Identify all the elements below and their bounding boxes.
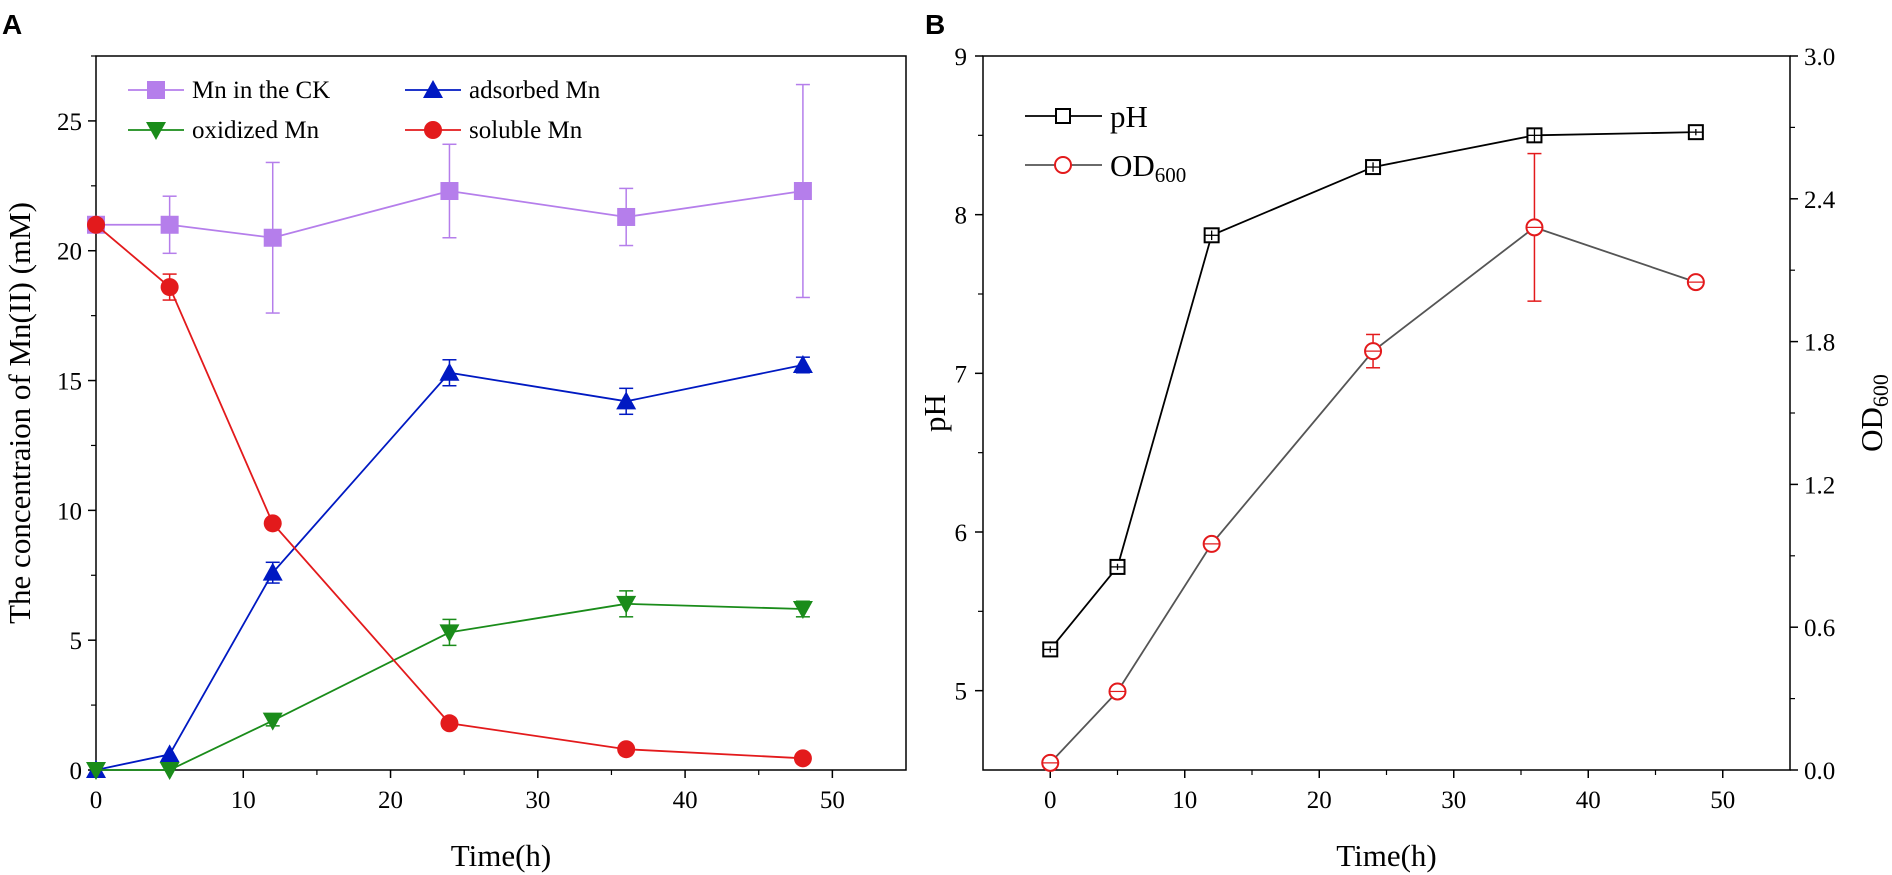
y-tick-label: 25 [57, 109, 82, 136]
series-adsorbed-mn [86, 354, 813, 778]
data-point [87, 215, 105, 234]
plot-frame [95, 55, 907, 771]
series-od600 [1041, 152, 1705, 772]
y2-tick-label: 0.6 [1804, 615, 1835, 642]
x-tick-label: 40 [1576, 787, 1601, 814]
x-tick-label: 30 [525, 787, 550, 814]
plot-frame [982, 55, 1791, 771]
legend-marker [146, 122, 166, 140]
y2-tick-label: 1.8 [1804, 330, 1835, 357]
data-point [793, 749, 812, 768]
legend-label: soluble Mn [469, 117, 583, 144]
data-point [440, 714, 459, 733]
data-point [792, 601, 813, 620]
x-tick-label: 0 [1044, 787, 1057, 814]
data-point [160, 215, 179, 234]
series-line [96, 190, 804, 239]
legend-marker [1054, 156, 1072, 174]
y2-axis-title-sub: 600 [1868, 374, 1892, 407]
panel-a: A 0 10 20 30 40 50 0 5 10 15 20 25 Time(h) The concen… [2, 9, 907, 873]
series-line [95, 364, 804, 771]
y-tick-label: 6 [955, 520, 968, 547]
x-axis-title: Time(h) [451, 838, 551, 873]
y-tick-label: 10 [57, 498, 82, 525]
x-tick-label: 0 [90, 787, 103, 814]
x-tick-label: 20 [1307, 787, 1332, 814]
x-tick-label: 50 [1710, 787, 1735, 814]
y-tick-label: 5 [955, 679, 968, 706]
legend-marker [1055, 108, 1071, 124]
data-point [262, 712, 283, 731]
legend-label-main: OD [1110, 148, 1155, 183]
y-tick-label: 7 [955, 361, 968, 388]
series-line [1049, 131, 1696, 650]
y-axis-title: pH [917, 394, 952, 432]
data-point [792, 354, 813, 373]
legend-a: Mn in the CK adsorbed Mn oxidized Mn solubl… [128, 77, 601, 144]
panel-a-letter: A [2, 9, 22, 40]
series-soluble-mn [87, 215, 812, 768]
data-point [616, 391, 637, 410]
data-point [617, 207, 636, 226]
y-tick-label: 8 [955, 203, 968, 230]
y2-tick-label: 2.4 [1804, 187, 1836, 214]
legend-b: pH OD600 [1025, 99, 1186, 187]
y2-tick-label: 0.0 [1804, 758, 1835, 785]
series-mn-in-the-ck [87, 83, 812, 314]
data-point [159, 744, 180, 763]
legend-label: adsorbed Mn [469, 77, 601, 104]
x-tick-label: 40 [673, 787, 698, 814]
legend-label: Mn in the CK [192, 77, 330, 104]
y2-tick-label: 3.0 [1804, 44, 1835, 71]
data-point [616, 595, 637, 614]
data-point [160, 278, 179, 297]
legend-marker [147, 81, 165, 99]
y-axis-title: The concentraion of Mn(II) (mM) [2, 202, 37, 624]
x-tick-label: 10 [1172, 787, 1197, 814]
series-oxidized-mn [86, 590, 813, 780]
data-point [262, 562, 283, 581]
data-point [617, 740, 636, 759]
legend-marker [423, 80, 443, 98]
legend-label: oxidized Mn [192, 117, 320, 144]
data-point [86, 762, 106, 780]
y2-tick-label: 1.2 [1804, 472, 1835, 499]
y2-axis-title: OD600 [1854, 374, 1892, 452]
y-tick-label: 5 [70, 628, 83, 655]
x-tick-label: 30 [1441, 787, 1466, 814]
series-ph [1042, 124, 1704, 658]
data-point [439, 624, 460, 643]
x-axis-title: Time(h) [1336, 838, 1436, 873]
x-tick-label: 20 [378, 787, 403, 814]
series-line [1049, 226, 1697, 764]
x-tick-label: 10 [231, 787, 256, 814]
series-line [96, 602, 803, 771]
data-point [263, 514, 282, 533]
y-tick-label: 20 [57, 239, 82, 266]
y-tick-label: 15 [57, 369, 82, 396]
legend-label-sub: 600 [1155, 163, 1187, 187]
data-point [793, 182, 812, 201]
legend-label: OD600 [1110, 148, 1186, 187]
y-tick-label: 0 [70, 758, 83, 785]
data-point [263, 228, 282, 247]
series-line [95, 224, 803, 760]
data-point [439, 362, 460, 381]
y-tick-label: 9 [955, 44, 968, 71]
legend-label: pH [1110, 99, 1148, 134]
legend-marker [424, 121, 442, 139]
panel-b: B 0 10 20 30 40 50 5 6 7 8 9 0.0 0.6 1.2 1.8 2.4 3.0 Time… [917, 9, 1892, 873]
data-point [440, 182, 459, 201]
x-tick-label: 50 [820, 787, 845, 814]
y2-axis-title-main: OD [1854, 407, 1889, 452]
data-point [159, 762, 180, 780]
panel-b-letter: B [925, 9, 945, 40]
